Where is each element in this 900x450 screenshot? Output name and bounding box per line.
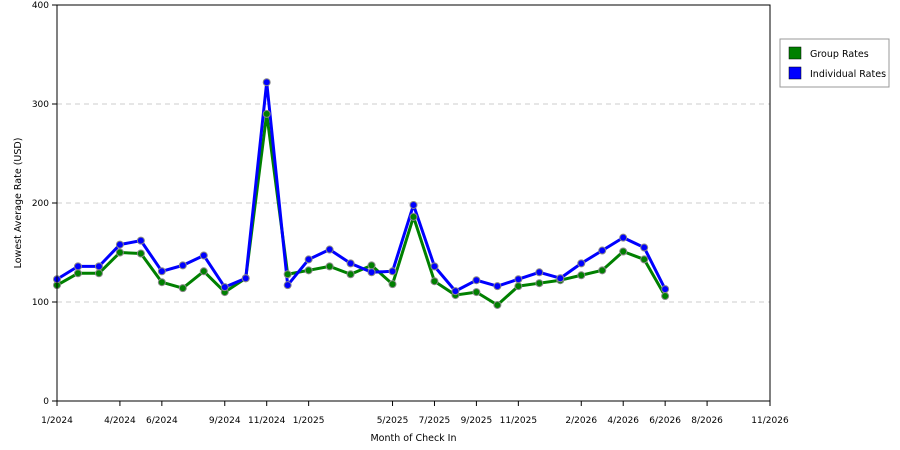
data-point-group-rates xyxy=(577,271,586,280)
data-point-individual-rates xyxy=(283,281,292,290)
y-tick-label: 200 xyxy=(32,199,49,209)
x-tick-label: 9/2025 xyxy=(461,416,493,426)
x-tick-label: 1/2024 xyxy=(41,416,73,426)
data-point-group-rates xyxy=(199,267,208,276)
data-point-individual-rates xyxy=(73,262,82,271)
x-tick-label: 7/2025 xyxy=(419,416,451,426)
data-point-group-rates xyxy=(367,261,376,270)
x-tick-label: 5/2025 xyxy=(377,416,409,426)
x-tick-label: 6/2024 xyxy=(146,416,178,426)
legend-label-individual-rates: Individual Rates xyxy=(810,69,886,80)
series-line-group-rates xyxy=(56,112,667,307)
data-point-group-rates xyxy=(157,278,166,287)
x-tick-label: 8/2026 xyxy=(691,416,723,426)
data-point-group-rates xyxy=(136,249,145,258)
data-point-group-rates xyxy=(640,255,649,264)
data-point-group-rates xyxy=(661,292,670,301)
data-point-individual-rates xyxy=(157,267,166,276)
data-point-group-rates xyxy=(304,266,313,275)
data-point-individual-rates xyxy=(514,275,523,284)
x-tick-label: 11/2026 xyxy=(751,416,789,426)
x-tick-label: 11/2025 xyxy=(500,416,537,426)
data-point-individual-rates xyxy=(493,282,502,291)
x-tick-label: 4/2026 xyxy=(607,416,639,426)
data-point-group-rates xyxy=(514,282,523,291)
data-point-individual-rates xyxy=(220,283,229,292)
data-point-individual-rates xyxy=(262,78,271,87)
x-tick-label: 1/2025 xyxy=(293,416,325,426)
x-tick-label: 9/2024 xyxy=(209,416,241,426)
data-point-group-rates xyxy=(325,262,334,271)
x-tick-label: 6/2026 xyxy=(649,416,681,426)
data-point-individual-rates xyxy=(136,236,145,245)
legend-label-group-rates: Group Rates xyxy=(810,49,869,60)
data-point-group-rates xyxy=(388,280,397,289)
grid-lines xyxy=(57,103,770,303)
data-point-group-rates xyxy=(535,279,544,288)
legend-swatch-individual-rates xyxy=(788,66,802,80)
y-tick-label: 400 xyxy=(32,1,49,11)
data-point-group-rates xyxy=(619,247,628,256)
x-axis-title: Month of Check In xyxy=(370,433,456,444)
data-point-individual-rates xyxy=(304,255,313,264)
data-point-group-rates xyxy=(598,266,607,275)
y-tick-label: 100 xyxy=(32,298,49,308)
data-point-group-rates xyxy=(73,269,82,278)
data-point-group-rates xyxy=(346,270,355,279)
y-axis-title: Lowest Average Rate (USD) xyxy=(13,138,24,269)
data-point-individual-rates xyxy=(451,287,460,296)
data-point-individual-rates xyxy=(430,262,439,271)
data-point-individual-rates xyxy=(640,243,649,252)
x-tick-label: 11/2024 xyxy=(248,416,286,426)
series-line-individual-rates xyxy=(56,80,667,293)
data-point-group-rates xyxy=(94,269,103,278)
x-tick-label: 2/2026 xyxy=(565,416,597,426)
data-point-group-rates xyxy=(178,284,187,293)
data-point-individual-rates xyxy=(535,268,544,277)
data-point-individual-rates xyxy=(178,261,187,270)
y-tick-label: 0 xyxy=(43,397,49,407)
data-point-individual-rates xyxy=(241,274,250,283)
data-point-individual-rates xyxy=(661,285,670,294)
data-point-group-rates xyxy=(262,109,271,118)
y-axis: 0 100 200 300 400 xyxy=(32,1,57,407)
legend-swatch-group-rates xyxy=(788,46,802,60)
data-point-group-rates xyxy=(409,212,418,221)
data-point-individual-rates xyxy=(94,262,103,271)
data-point-individual-rates xyxy=(346,259,355,268)
data-point-individual-rates xyxy=(388,267,397,276)
data-point-individual-rates xyxy=(409,200,418,209)
data-point-individual-rates xyxy=(556,274,565,283)
x-tick-label: 4/2024 xyxy=(104,416,136,426)
y-tick-label: 300 xyxy=(32,100,49,110)
data-point-group-rates xyxy=(115,248,124,257)
data-point-individual-rates xyxy=(577,259,586,268)
data-point-individual-rates xyxy=(367,268,376,277)
data-point-individual-rates xyxy=(619,233,628,242)
data-point-group-rates xyxy=(283,270,292,279)
data-point-individual-rates xyxy=(598,246,607,255)
data-point-group-rates xyxy=(472,288,481,297)
series-group xyxy=(53,78,670,309)
data-point-individual-rates xyxy=(472,276,481,285)
legend: Group Rates Individual Rates xyxy=(779,38,890,88)
data-point-group-rates xyxy=(493,300,502,309)
data-point-individual-rates xyxy=(115,240,124,249)
data-point-individual-rates xyxy=(199,251,208,260)
data-point-individual-rates xyxy=(325,245,334,254)
data-point-group-rates xyxy=(430,277,439,286)
x-axis: 1/2024 4/2024 6/2024 9/2024 11/2024 1/2025 5/2… xyxy=(41,401,789,426)
